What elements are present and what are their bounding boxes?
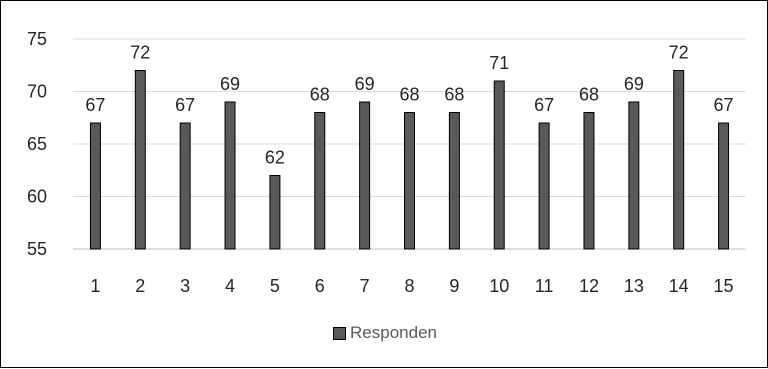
data-label: 67 (534, 95, 554, 115)
data-label: 72 (669, 43, 689, 63)
data-label: 72 (130, 43, 150, 63)
bar (583, 112, 595, 250)
bar (448, 112, 460, 250)
x-tick-label: 13 (624, 276, 644, 296)
bar (404, 112, 415, 250)
x-tick-label: 2 (135, 276, 145, 296)
data-label: 68 (399, 85, 419, 105)
x-axis-ticks: 1 2 3 4 5 6 7 8 9 10 11 12 13 14 15 (90, 276, 733, 296)
x-tick-label: 15 (714, 276, 734, 296)
bar (134, 70, 146, 250)
bar (493, 80, 505, 250)
y-tick-label: 75 (27, 29, 47, 49)
y-tick-label: 65 (27, 134, 47, 154)
y-tick-label: 60 (27, 187, 47, 207)
x-tick-label: 10 (489, 276, 509, 296)
x-tick-label: 6 (315, 276, 325, 296)
x-tick-label: 7 (360, 276, 370, 296)
data-label: 69 (355, 74, 375, 94)
data-label: 69 (220, 74, 240, 94)
data-labels: 67 72 67 69 62 68 69 68 68 71 67 68 69 72 67 (85, 43, 733, 168)
bar (359, 101, 371, 250)
bars (89, 70, 730, 250)
x-tick-label: 5 (270, 276, 280, 296)
data-label: 67 (85, 95, 105, 115)
legend-label: Responden (350, 323, 437, 342)
x-tick-label: 8 (404, 276, 414, 296)
data-label: 69 (624, 74, 644, 94)
data-label: 71 (489, 53, 509, 73)
bar (538, 122, 550, 250)
legend-swatch (333, 326, 347, 340)
data-label: 68 (310, 85, 330, 105)
x-tick-label: 14 (669, 276, 689, 296)
x-tick-label: 1 (90, 276, 100, 296)
bar (673, 70, 685, 250)
x-tick-label: 3 (180, 276, 190, 296)
y-axis-ticks: 55 60 65 70 75 (27, 29, 47, 259)
data-label: 67 (175, 95, 195, 115)
x-tick-label: 4 (225, 276, 235, 296)
data-label: 68 (444, 85, 464, 105)
bar (179, 122, 191, 250)
bar (269, 175, 281, 250)
bar (718, 122, 730, 250)
bar (224, 101, 236, 250)
bar (628, 101, 640, 250)
data-label: 68 (579, 85, 599, 105)
legend: Responden (1, 323, 768, 343)
x-tick-label: 11 (535, 276, 554, 296)
bar (314, 112, 326, 250)
x-tick-label: 12 (579, 276, 599, 296)
bar (89, 122, 101, 250)
y-tick-label: 70 (27, 82, 47, 102)
data-label: 62 (265, 148, 285, 168)
x-tick-label: 9 (449, 276, 459, 296)
data-label: 67 (714, 95, 734, 115)
y-tick-label: 55 (27, 239, 47, 259)
